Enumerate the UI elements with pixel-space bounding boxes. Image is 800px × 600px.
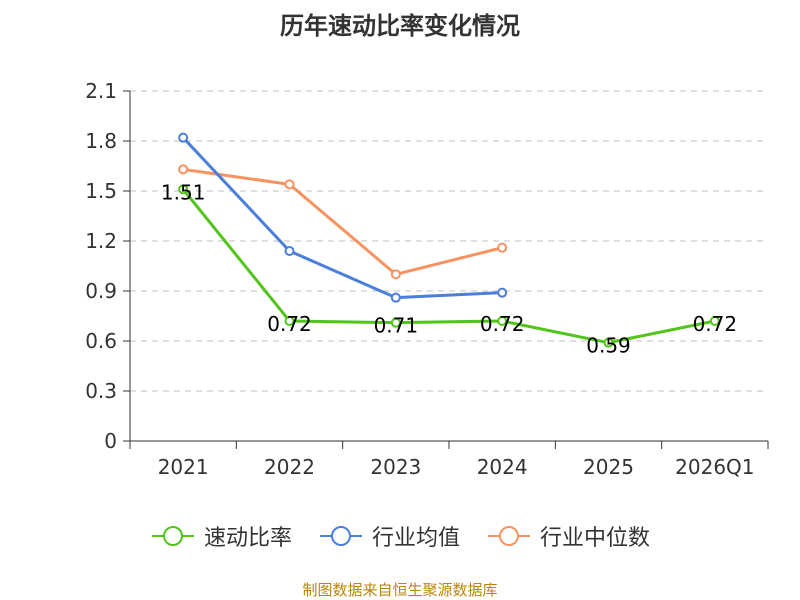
data-point bbox=[497, 316, 508, 326]
legend-item-quick-ratio[interactable]: 速动比率 bbox=[150, 520, 292, 552]
legend-label: 行业均值 bbox=[371, 526, 460, 551]
data-label: 1.51 bbox=[161, 180, 206, 204]
y-tick-label: 2.1 bbox=[85, 79, 117, 103]
data-point bbox=[603, 337, 614, 348]
data-label: 0.59 bbox=[586, 334, 631, 358]
legend-label: 速动比率 bbox=[203, 526, 292, 551]
y-tick-label: 0.3 bbox=[85, 379, 117, 403]
data-label: 0.72 bbox=[267, 312, 312, 336]
data-point bbox=[390, 317, 401, 328]
data-point bbox=[390, 292, 401, 303]
legend-marker-industry-median bbox=[488, 526, 530, 546]
data-label: 0.72 bbox=[693, 312, 738, 336]
series-line-1 bbox=[182, 136, 503, 300]
y-tick-label: 0 bbox=[104, 429, 117, 453]
data-point bbox=[709, 316, 720, 326]
legend-item-industry-mean[interactable]: 行业均值 bbox=[318, 520, 460, 552]
data-point bbox=[497, 287, 508, 298]
x-tick-label: 2023 bbox=[370, 455, 421, 479]
x-tick-label: 2024 bbox=[477, 455, 528, 479]
legend: 速动比率 行业均值 行业中位数 bbox=[0, 520, 800, 552]
series-line-2 bbox=[182, 167, 503, 276]
data-point bbox=[178, 132, 189, 143]
data-source-note: 制图数据来自恒生聚源数据库 bbox=[302, 581, 498, 599]
legend-marker-quick-ratio bbox=[151, 526, 194, 546]
x-tick-label: 2026Q1 bbox=[675, 455, 754, 479]
x-tick-label: 2022 bbox=[264, 455, 315, 479]
data-point bbox=[390, 269, 401, 280]
legend-marker-industry-mean bbox=[319, 526, 362, 546]
chart-title: 历年速动比率变化情况 bbox=[280, 12, 520, 40]
y-tick-label: 0.6 bbox=[85, 329, 117, 353]
data-point bbox=[178, 164, 189, 175]
series-line-0 bbox=[181, 188, 716, 345]
y-tick-label: 1.2 bbox=[85, 229, 117, 253]
data-point bbox=[284, 316, 295, 326]
data-label: 0.72 bbox=[480, 312, 525, 336]
x-tick-label: 2021 bbox=[158, 455, 209, 479]
data-point bbox=[284, 246, 295, 256]
data-point bbox=[178, 184, 189, 195]
legend-item-industry-median[interactable]: 行业中位数 bbox=[486, 520, 650, 552]
data-label: 0.71 bbox=[374, 314, 419, 338]
data-point bbox=[284, 179, 295, 190]
legend-label: 行业中位数 bbox=[540, 526, 651, 551]
data-point bbox=[497, 242, 508, 253]
y-tick-label: 1.5 bbox=[85, 179, 117, 203]
x-tick-label: 2025 bbox=[583, 455, 634, 479]
y-tick-label: 1.8 bbox=[85, 129, 117, 153]
y-tick-label: 0.9 bbox=[85, 279, 117, 303]
